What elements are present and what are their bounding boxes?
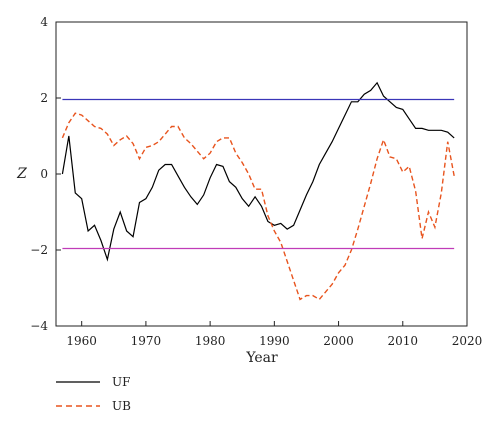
chart-svg: −4 −2 0 2 4 1960 1970 1980 1990 2000 2010 2020 Yea… <box>16 15 482 366</box>
x-axis: 1960 1970 1980 1990 2000 2010 2020 <box>66 321 482 348</box>
x-tick-label: 1980 <box>195 334 226 348</box>
legend-item-uf: UF <box>54 372 131 392</box>
legend-swatch-ub <box>56 405 100 407</box>
x-tick-label: 2010 <box>388 334 419 348</box>
legend-swatch-uf <box>56 381 100 383</box>
y-tick-label: −4 <box>30 319 48 333</box>
legend-label-uf: UF <box>112 375 131 389</box>
x-tick-label: 1960 <box>66 334 97 348</box>
x-tick-label: 1970 <box>131 334 162 348</box>
x-tick-label: 2000 <box>323 334 354 348</box>
y-axis: −4 −2 0 2 4 <box>30 15 61 333</box>
y-axis-title: Z <box>16 166 27 182</box>
legend: UF UB <box>54 372 131 420</box>
x-axis-title: Year <box>245 350 278 366</box>
y-tick-label: 2 <box>40 91 48 105</box>
series-line-uf <box>61 81 455 262</box>
y-tick-label: 4 <box>40 15 48 29</box>
legend-item-ub: UB <box>54 396 131 416</box>
legend-label-ub: UB <box>112 399 131 413</box>
y-tick-label: 0 <box>40 167 48 181</box>
series-line-ub <box>61 112 455 301</box>
series-layer <box>61 81 455 301</box>
x-tick-label: 2020 <box>452 334 483 348</box>
x-tick-label: 1990 <box>259 334 290 348</box>
plot-frame <box>55 21 468 327</box>
y-tick-label: −2 <box>30 243 48 257</box>
